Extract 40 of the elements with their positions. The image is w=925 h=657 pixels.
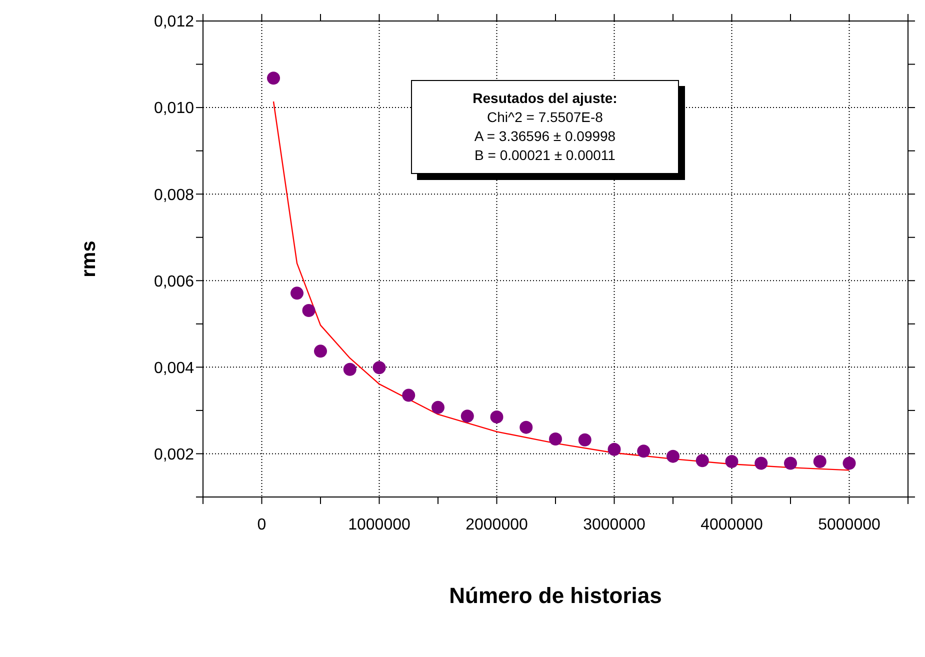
point [578,433,592,446]
point [784,456,797,470]
x-axis-title: Número de historias [449,583,662,608]
point [813,455,826,468]
annotation: Chi^2 = 7.5507E-8 [486,108,604,127]
y-tick-label: 0,006 [154,273,194,290]
x-tick-label: 1000000 [348,516,410,534]
annotation: A = 3.36596 ± 0.09998 [473,127,617,146]
y-tick-label: 0,012 [154,14,194,31]
point [302,304,316,317]
point [549,432,562,446]
point [460,410,474,423]
point [696,454,709,468]
point [520,420,533,434]
x-tick-label: 0 [257,516,266,534]
y-tick-label: 0,008 [154,186,194,204]
point [637,444,650,458]
y-tick-label: 0,002 [154,446,194,464]
point [432,400,444,414]
annotation: Resutados del ajuste: [472,89,618,108]
point [267,72,280,85]
y-tick-label: 0,004 [154,360,194,377]
x-tick-label: 4000000 [700,516,763,534]
point [343,362,356,376]
y-axis-title: rms [78,240,100,278]
point [666,450,680,463]
point [402,388,416,402]
y-tick-label: 0,010 [154,100,194,118]
x-tick-label: 2000000 [466,516,528,534]
point [754,456,768,470]
point [842,456,856,470]
x-tick-label: 3000000 [583,516,646,534]
annotation: B = 0.00021 ± 0.00011 [474,146,616,165]
point [290,286,304,300]
point [608,442,621,456]
point [725,455,738,468]
point [372,361,386,374]
point [314,344,327,358]
x-tick-label: 5000000 [818,516,880,534]
point [490,410,504,424]
